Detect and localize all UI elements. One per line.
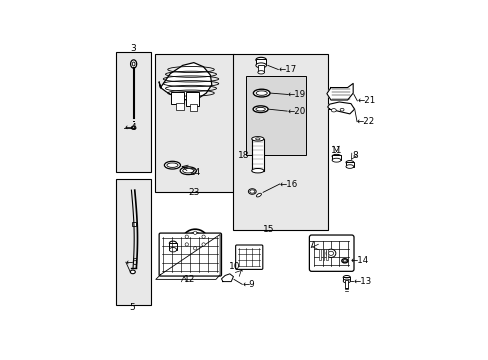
Ellipse shape <box>330 109 336 112</box>
Bar <box>346 162 353 167</box>
Bar <box>322 249 324 260</box>
Ellipse shape <box>251 168 264 173</box>
Ellipse shape <box>331 154 340 158</box>
Bar <box>251 139 264 171</box>
Ellipse shape <box>343 279 350 283</box>
Ellipse shape <box>346 165 353 168</box>
Ellipse shape <box>343 260 346 262</box>
Circle shape <box>202 243 205 246</box>
Circle shape <box>202 235 205 238</box>
Ellipse shape <box>191 237 199 244</box>
Circle shape <box>193 247 197 250</box>
Ellipse shape <box>257 71 264 74</box>
Bar <box>246 76 305 156</box>
Ellipse shape <box>166 163 178 167</box>
Text: ←9: ←9 <box>242 280 254 289</box>
Ellipse shape <box>255 63 266 68</box>
Ellipse shape <box>251 136 264 141</box>
Bar <box>155 54 233 192</box>
Ellipse shape <box>183 168 193 173</box>
Ellipse shape <box>346 161 353 164</box>
Text: ←13: ←13 <box>352 276 371 285</box>
Text: 10: 10 <box>228 262 240 271</box>
Bar <box>116 179 150 305</box>
Bar <box>132 222 136 226</box>
Ellipse shape <box>249 190 254 193</box>
Ellipse shape <box>255 107 265 111</box>
Ellipse shape <box>340 108 344 111</box>
Bar <box>116 51 150 172</box>
Ellipse shape <box>253 106 267 112</box>
Text: ←16: ←16 <box>279 180 297 189</box>
Ellipse shape <box>169 247 176 252</box>
Ellipse shape <box>186 233 204 249</box>
Bar <box>319 249 320 260</box>
Ellipse shape <box>164 161 180 169</box>
Bar <box>325 249 327 260</box>
Ellipse shape <box>256 91 267 95</box>
Ellipse shape <box>180 167 196 175</box>
Ellipse shape <box>255 138 260 140</box>
Ellipse shape <box>325 249 335 257</box>
Polygon shape <box>221 274 233 282</box>
Text: 11: 11 <box>330 146 342 155</box>
Ellipse shape <box>130 270 135 274</box>
Ellipse shape <box>169 241 176 246</box>
Text: ←19: ←19 <box>287 90 305 99</box>
Ellipse shape <box>182 229 207 252</box>
Bar <box>255 59 266 66</box>
Text: 3: 3 <box>130 44 136 53</box>
Circle shape <box>185 243 188 246</box>
Ellipse shape <box>132 127 135 129</box>
Ellipse shape <box>130 60 137 68</box>
Text: 18: 18 <box>237 151 249 160</box>
FancyBboxPatch shape <box>309 235 353 271</box>
Text: 15: 15 <box>263 225 274 234</box>
Ellipse shape <box>132 62 135 66</box>
Ellipse shape <box>341 259 347 263</box>
Bar <box>331 155 340 160</box>
Text: ←6: ←6 <box>125 258 138 267</box>
Text: 12: 12 <box>183 275 195 284</box>
Text: 24: 24 <box>188 168 200 177</box>
Ellipse shape <box>248 189 256 194</box>
Bar <box>232 54 327 230</box>
Ellipse shape <box>256 193 261 197</box>
Text: 5: 5 <box>129 303 135 312</box>
Bar <box>185 92 199 105</box>
FancyBboxPatch shape <box>159 233 221 276</box>
Bar <box>190 104 197 111</box>
Text: 23: 23 <box>188 188 199 197</box>
Polygon shape <box>326 84 352 100</box>
Ellipse shape <box>255 57 266 62</box>
Ellipse shape <box>253 89 269 97</box>
Text: 1: 1 <box>192 249 198 258</box>
Text: ←17: ←17 <box>278 65 296 74</box>
Bar <box>169 243 176 250</box>
Text: ←20: ←20 <box>286 107 305 116</box>
Text: ←4: ←4 <box>124 123 137 132</box>
Bar <box>345 280 348 288</box>
Polygon shape <box>159 63 211 100</box>
Bar <box>170 92 183 104</box>
Bar <box>257 64 264 72</box>
Bar <box>343 276 350 281</box>
Ellipse shape <box>328 251 333 255</box>
Circle shape <box>185 235 188 238</box>
Text: ←22: ←22 <box>356 117 374 126</box>
Ellipse shape <box>343 275 350 279</box>
Text: 8: 8 <box>352 151 358 160</box>
Ellipse shape <box>131 126 136 129</box>
Text: ←14: ←14 <box>350 256 368 265</box>
Polygon shape <box>327 102 354 114</box>
Ellipse shape <box>331 158 340 162</box>
Bar <box>176 103 183 110</box>
Circle shape <box>193 231 197 234</box>
Text: ←21: ←21 <box>357 96 375 105</box>
Text: 7: 7 <box>308 241 314 250</box>
Text: 2: 2 <box>170 251 176 260</box>
FancyBboxPatch shape <box>235 245 262 269</box>
